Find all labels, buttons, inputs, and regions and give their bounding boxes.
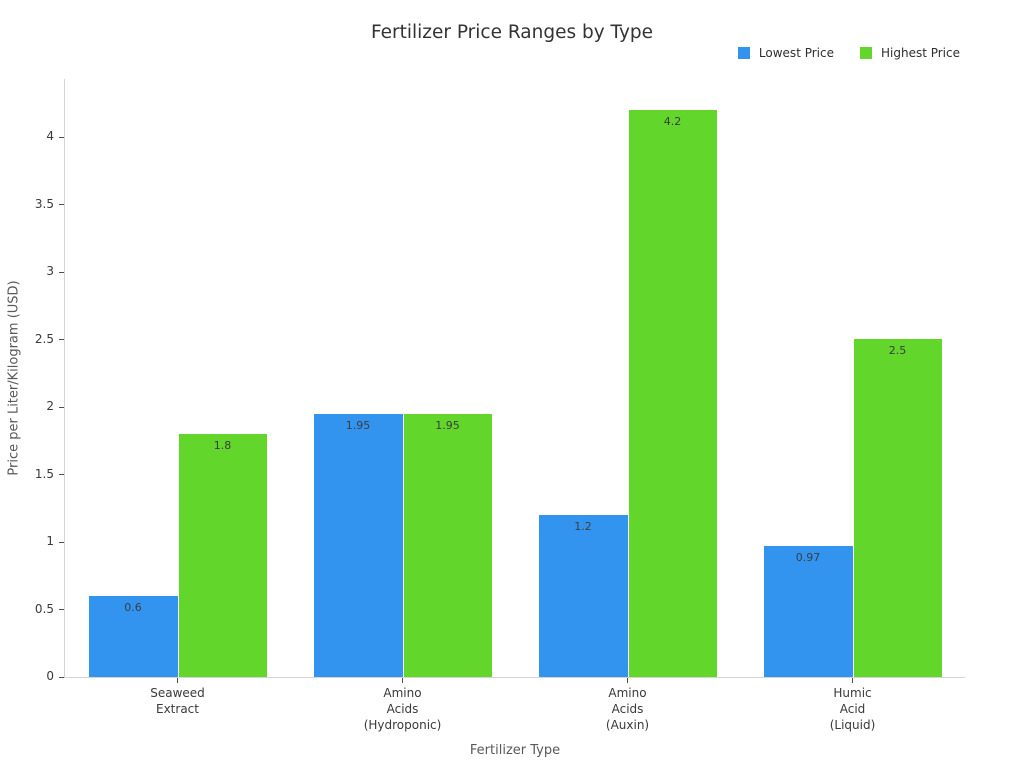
y-tick-label: 2 <box>46 399 54 413</box>
x-axis-title: Fertilizer Type <box>469 743 561 758</box>
bar-value-label: 4.2 <box>663 115 682 128</box>
y-tick-mark <box>59 676 64 678</box>
bar-value-label: 0.6 <box>124 601 142 614</box>
y-tick-mark <box>59 339 64 340</box>
y-tick-mark <box>59 406 64 408</box>
bar-lowest-price <box>763 546 853 677</box>
bar-lowest-price <box>313 414 403 677</box>
bar-lowest-price <box>88 596 178 677</box>
bar-highest-price <box>853 339 942 677</box>
x-axis-line <box>64 677 965 678</box>
x-tick-mark <box>852 678 853 683</box>
x-tick-mark <box>627 678 628 683</box>
x-category-label: Humic Acid (Liquid) <box>829 686 876 732</box>
bar-value-label: 2.5 <box>888 344 907 357</box>
legend-item-lowest-price: Lowest Price <box>737 46 834 60</box>
legend-swatch-highest-price <box>859 47 872 59</box>
bar-value-label: 1.95 <box>345 419 371 432</box>
bar-value-label: 1.2 <box>574 520 592 533</box>
y-tick-label: 0 <box>46 669 54 683</box>
x-tick-mark <box>177 678 178 683</box>
bar-highest-price <box>628 110 717 677</box>
x-category-label: Amino Acids (Auxin) <box>605 686 650 732</box>
y-tick-mark <box>59 271 64 273</box>
y-tick-mark <box>59 609 64 610</box>
legend-swatch-lowest-price <box>737 47 750 59</box>
y-tick-label: 1.5 <box>34 466 54 481</box>
legend-label: Highest Price <box>880 46 960 60</box>
y-tick-label: 1 <box>46 534 54 548</box>
bar-lowest-price <box>538 515 628 677</box>
bar-value-label: 0.97 <box>795 551 821 564</box>
y-tick-label: 4 <box>46 129 54 143</box>
y-tick-mark <box>59 541 64 543</box>
legend-label: Lowest Price <box>758 46 834 60</box>
bar-highest-price <box>178 434 267 677</box>
x-tick-mark <box>402 678 403 683</box>
bar-highest-price <box>403 414 492 677</box>
bar-value-label: 1.95 <box>435 419 460 432</box>
y-tick-label: 3.5 <box>34 196 54 211</box>
y-tick-label: 3 <box>46 264 54 278</box>
y-tick-mark <box>59 136 64 138</box>
y-axis-title: Price per Liter/Kilogram (USD) <box>6 280 22 476</box>
y-tick-label: 0.5 <box>34 601 54 616</box>
legend-item-highest-price: Highest Price <box>859 46 960 60</box>
chart-title: Fertilizer Price Ranges by Type <box>370 22 654 43</box>
y-tick-label: 2.5 <box>34 331 54 346</box>
y-tick-mark <box>59 204 64 205</box>
y-axis-line <box>64 79 65 677</box>
legend: Lowest Price Highest Price <box>737 46 960 60</box>
bar-value-label: 1.8 <box>213 439 232 452</box>
y-tick-mark <box>59 474 64 475</box>
x-category-label: Amino Acids (Hydroponic) <box>363 686 442 732</box>
x-category-label: Seaweed Extract <box>150 686 205 716</box>
